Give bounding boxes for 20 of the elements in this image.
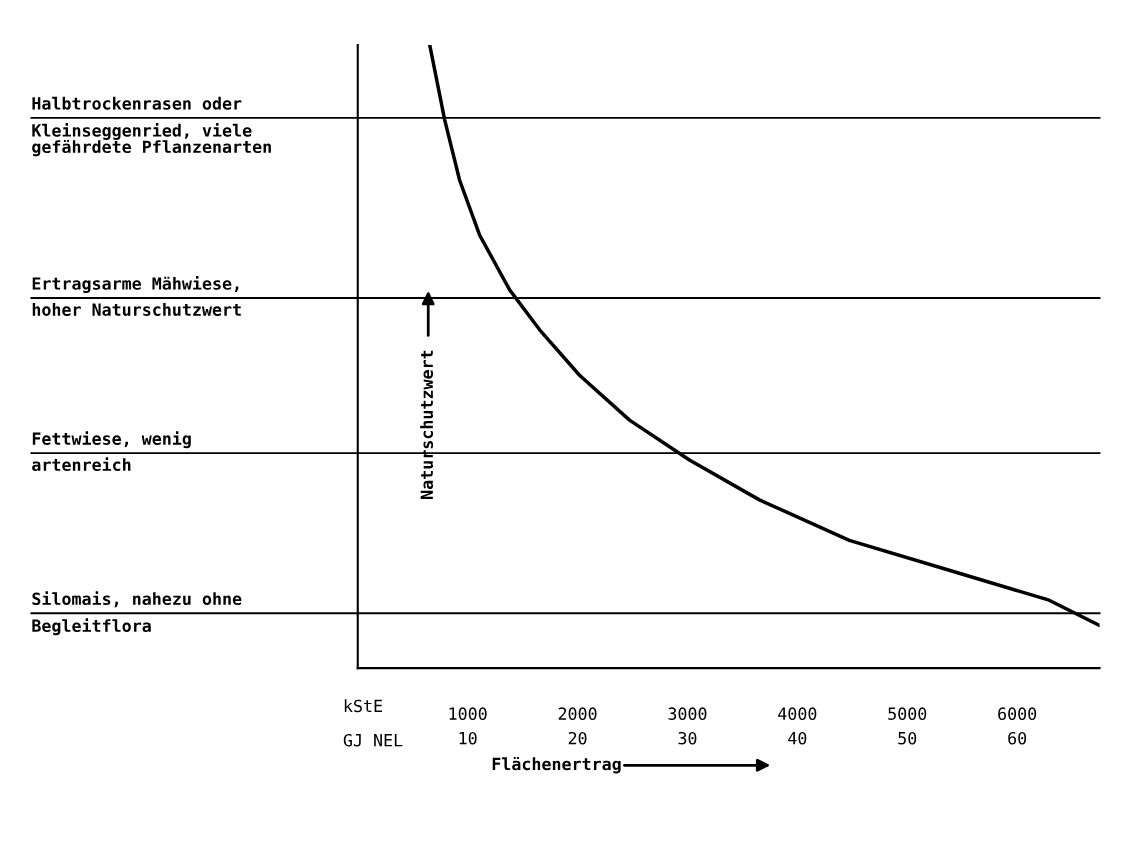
x2-tick-label: 40 bbox=[788, 731, 807, 745]
x2-tick-label: 10 bbox=[459, 731, 477, 745]
ref-line-label: Fettwiese, wenig artenreich bbox=[32, 431, 191, 472]
ref-line-label: Silomais, nahezu ohne Begleitflora bbox=[32, 591, 242, 636]
y-axis-title: Naturschutzwert bbox=[420, 350, 434, 499]
text: GJ NEL bbox=[343, 733, 403, 747]
text: kStE bbox=[344, 699, 382, 713]
x-tick-label: 3000 bbox=[668, 707, 707, 720]
x-axis-title: Flächenertrag bbox=[492, 757, 621, 774]
x-tick-label: 6000 bbox=[998, 707, 1037, 720]
ref-line-label: Halbtrockenrasen oder Kleinseggenried, viele gefährdete Pflanzenarten bbox=[32, 96, 271, 157]
x2-tick-label: 20 bbox=[568, 731, 587, 745]
x-tick-label: 4000 bbox=[778, 707, 817, 720]
x2-tick-label: 30 bbox=[678, 731, 697, 745]
x2-tick-label: 60 bbox=[1008, 731, 1027, 745]
ref-line-label: Ertragsarme Mähwiese, hoher Naturschutzwert bbox=[32, 276, 241, 316]
x-tick-label: 1000 bbox=[449, 707, 487, 720]
x-tick-label: 5000 bbox=[888, 707, 927, 720]
x-tick-label: 2000 bbox=[558, 707, 597, 720]
x2-tick-label: 50 bbox=[898, 731, 917, 745]
